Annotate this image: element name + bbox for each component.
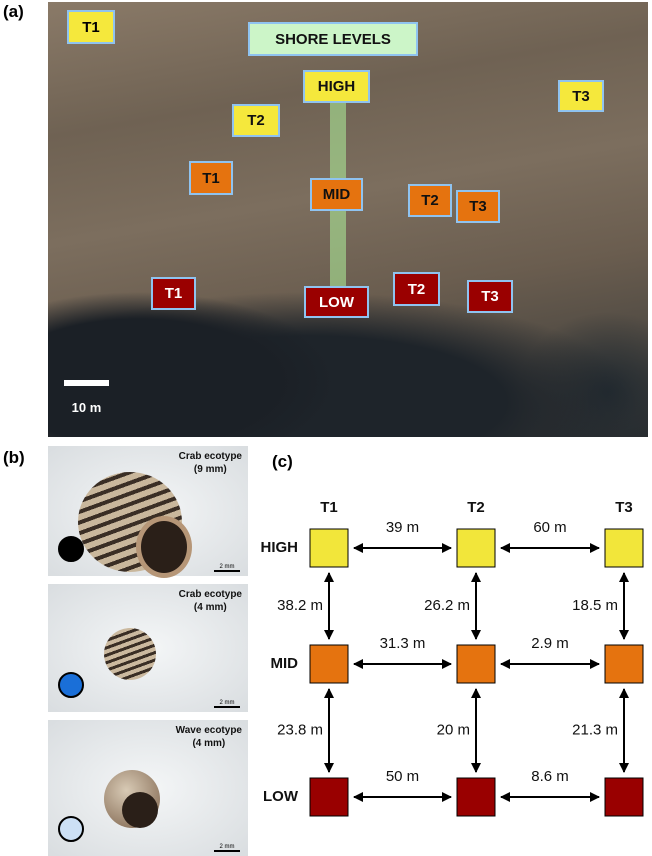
site-square bbox=[310, 778, 348, 816]
row-label: LOW bbox=[263, 788, 299, 805]
distance: 21.3 m bbox=[572, 721, 618, 738]
distance: 39 m bbox=[386, 519, 419, 536]
distance: 38.2 m bbox=[277, 597, 323, 614]
site-square bbox=[310, 645, 348, 683]
distance: 18.5 m bbox=[572, 597, 618, 614]
distance: 50 m bbox=[386, 768, 419, 785]
distance: 20 m bbox=[437, 721, 470, 738]
distance: 8.6 m bbox=[531, 768, 569, 785]
site-square bbox=[457, 645, 495, 683]
site-square bbox=[605, 778, 643, 816]
site-square bbox=[605, 529, 643, 567]
site-square bbox=[605, 645, 643, 683]
figure: (a) T1 SHORE LEVELS HIGH T2 T3 T1 MID T2… bbox=[0, 0, 652, 856]
distance: 23.8 m bbox=[277, 721, 323, 738]
distance-diagram: T1 T2 T3 HIGH 39 m 60 m MID 31.3 m 2.9 m LOW 50 m 8… bbox=[0, 0, 652, 856]
row-label: HIGH bbox=[261, 539, 299, 556]
row-label: MID bbox=[271, 655, 299, 672]
distance: 60 m bbox=[533, 519, 566, 536]
column-label: T2 bbox=[467, 499, 485, 516]
distance: 2.9 m bbox=[531, 635, 569, 652]
site-square bbox=[457, 529, 495, 567]
distance: 31.3 m bbox=[380, 635, 426, 652]
site-square bbox=[310, 529, 348, 567]
column-label: T1 bbox=[320, 499, 338, 516]
distance: 26.2 m bbox=[424, 597, 470, 614]
column-label: T3 bbox=[615, 499, 633, 516]
site-square bbox=[457, 778, 495, 816]
